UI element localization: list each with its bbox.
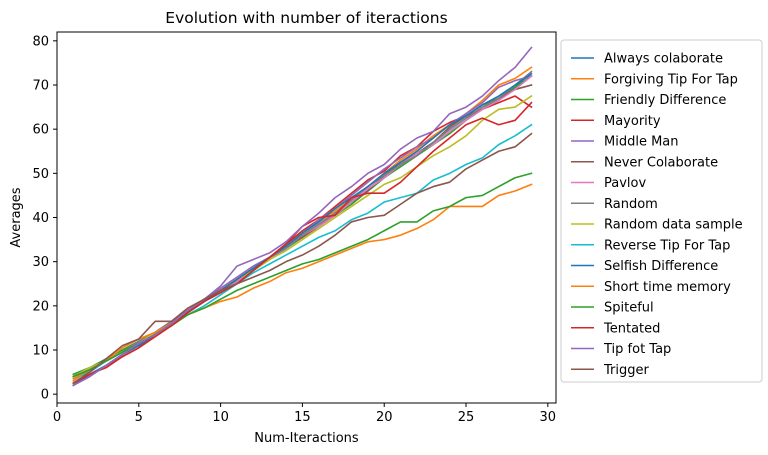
x-tick-label: 10 — [212, 410, 229, 425]
series-line-16 — [72, 132, 533, 385]
legend-entry-label: Friendly Difference — [604, 93, 726, 108]
series-line-9 — [72, 94, 533, 378]
y-tick-label: 50 — [32, 167, 49, 182]
legend-entry-label: Random — [604, 197, 658, 212]
legend-entry-label: Tentated — [603, 321, 660, 336]
series-line-15 — [72, 46, 533, 387]
legend-box — [560, 39, 763, 383]
y-tick-label: 40 — [32, 211, 49, 226]
y-tick-label: 70 — [32, 79, 49, 94]
y-axis-label: Averages — [9, 187, 24, 247]
y-tick-label: 80 — [32, 34, 49, 49]
legend-entry-label: Selfish Difference — [604, 259, 718, 274]
series-lines — [72, 46, 533, 387]
series-line-12 — [72, 183, 533, 380]
y-tick-label: 20 — [32, 299, 49, 314]
x-tick-label: 5 — [135, 410, 143, 425]
series-line-2 — [72, 66, 533, 383]
legend-entry-label: Pavlov — [604, 176, 646, 191]
axes: 0 5 10 15 20 25 30 0 10 20 30 40 50 60 70 80 — [32, 31, 557, 425]
x-tick-label: 20 — [376, 410, 393, 425]
legend-entry-label: Always colaborate — [604, 52, 723, 67]
y-tick-label: 30 — [32, 255, 49, 270]
legend-entry-label: Short time memory — [604, 280, 731, 295]
y-tick-label: 10 — [32, 344, 49, 359]
legend: Always colaborate Forgiving Tip For Tap Fr… — [560, 39, 763, 383]
legend-entry-label: Tip fot Tap — [603, 342, 671, 357]
x-tick-label: 25 — [458, 410, 475, 425]
y-tick-label: 60 — [32, 123, 49, 138]
x-tick-label: 30 — [540, 410, 557, 425]
legend-entry-label: Mayority — [604, 114, 661, 129]
x-tick-label: 15 — [294, 410, 311, 425]
y-tick-label: 0 — [41, 388, 49, 403]
legend-entry-label: Forgiving Tip For Tap — [604, 72, 738, 87]
legend-entry-label: Never Colaborate — [604, 155, 718, 170]
x-axis-label: Num-Iteractions — [254, 431, 359, 446]
legend-entry-label: Spiteful — [604, 301, 654, 316]
legend-entry-label: Trigger — [603, 363, 649, 378]
x-tick-label: 0 — [53, 410, 61, 425]
legend-entry-label: Reverse Tip For Tap — [604, 238, 730, 253]
chart-title: Evolution with number of iteractions — [165, 9, 447, 27]
legend-entry-label: Middle Man — [604, 135, 679, 150]
legend-entry-label: Random data sample — [604, 218, 743, 233]
